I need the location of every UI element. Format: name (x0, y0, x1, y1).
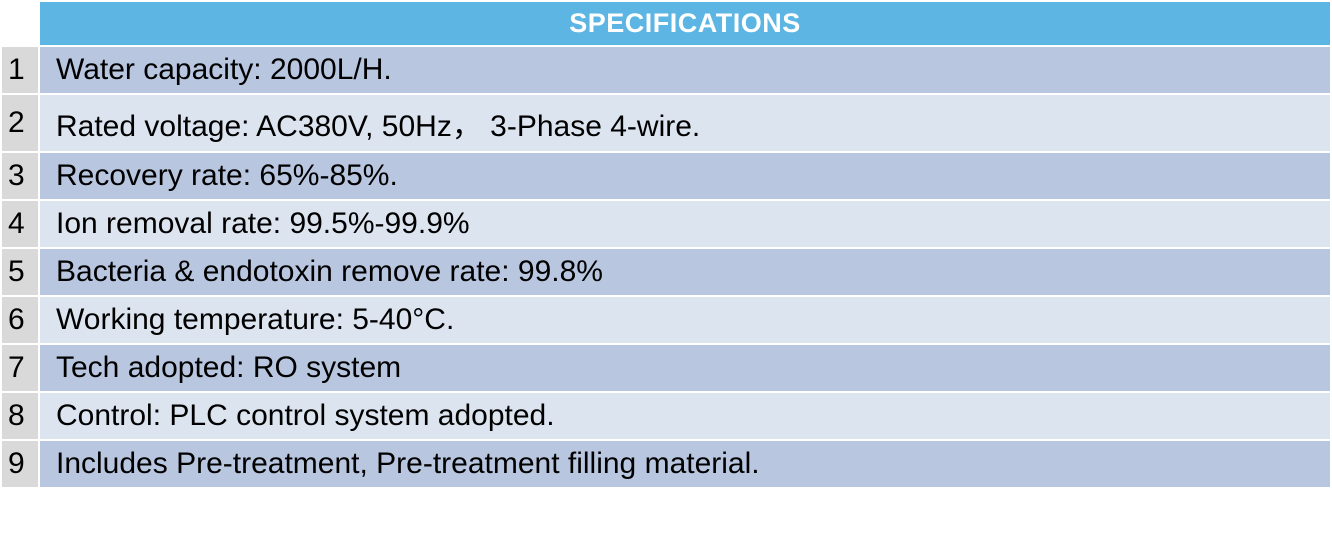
row-number: 2 (1, 94, 39, 152)
header-title: SPECIFICATIONS (39, 1, 1331, 46)
table-row: 6 Working temperature: 5-40°C. (1, 296, 1331, 344)
row-number: 5 (1, 248, 39, 296)
row-text: Rated voltage: AC380V, 50Hz， 3-Phase 4-w… (39, 94, 1331, 152)
table-row: 9 Includes Pre-treatment, Pre-treatment … (1, 440, 1331, 488)
row-text: Control: PLC control system adopted. (39, 392, 1331, 440)
row-text: Ion removal rate: 99.5%-99.9% (39, 200, 1331, 248)
header-corner (1, 1, 39, 46)
row-number: 8 (1, 392, 39, 440)
row-text: Working temperature: 5-40°C. (39, 296, 1331, 344)
table-row: 3 Recovery rate: 65%-85%. (1, 152, 1331, 200)
row-number: 3 (1, 152, 39, 200)
table-row: 7 Tech adopted: RO system (1, 344, 1331, 392)
row-text: Includes Pre-treatment, Pre-treatment fi… (39, 440, 1331, 488)
table-row: 8 Control: PLC control system adopted. (1, 392, 1331, 440)
row-number: 7 (1, 344, 39, 392)
table-row: 5 Bacteria & endotoxin remove rate: 99.8… (1, 248, 1331, 296)
table-row: 2 Rated voltage: AC380V, 50Hz， 3-Phase 4… (1, 94, 1331, 152)
row-text: Bacteria & endotoxin remove rate: 99.8% (39, 248, 1331, 296)
row-text: Recovery rate: 65%-85%. (39, 152, 1331, 200)
header-row: SPECIFICATIONS (1, 1, 1331, 46)
row-text: Tech adopted: RO system (39, 344, 1331, 392)
table-row: 1 Water capacity: 2000L/H. (1, 46, 1331, 94)
table-row: 4 Ion removal rate: 99.5%-99.9% (1, 200, 1331, 248)
row-number: 4 (1, 200, 39, 248)
row-number: 1 (1, 46, 39, 94)
row-number: 9 (1, 440, 39, 488)
row-text: Water capacity: 2000L/H. (39, 46, 1331, 94)
row-number: 6 (1, 296, 39, 344)
specifications-table: SPECIFICATIONS 1 Water capacity: 2000L/H… (0, 0, 1332, 489)
